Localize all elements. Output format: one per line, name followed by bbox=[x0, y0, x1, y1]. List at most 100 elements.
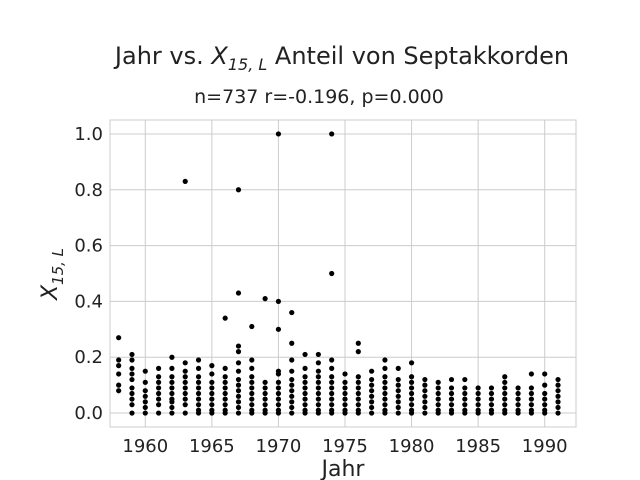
data-point bbox=[195, 365, 202, 371]
data-point bbox=[462, 396, 468, 402]
data-point bbox=[155, 379, 162, 385]
data-point bbox=[129, 351, 135, 358]
data-point bbox=[169, 374, 175, 380]
data-point bbox=[342, 371, 348, 377]
x-tick-label: 1985 bbox=[455, 436, 501, 457]
data-point bbox=[249, 374, 255, 380]
data-point bbox=[435, 410, 441, 416]
data-point bbox=[235, 399, 242, 405]
data-point bbox=[448, 396, 455, 402]
data-point bbox=[289, 382, 295, 388]
data-point bbox=[235, 388, 242, 394]
data-point bbox=[422, 376, 428, 383]
data-point bbox=[195, 390, 202, 397]
data-point bbox=[222, 385, 228, 391]
data-point bbox=[182, 178, 188, 184]
data-point bbox=[342, 379, 348, 385]
data-point bbox=[475, 396, 481, 402]
data-point bbox=[342, 410, 348, 416]
data-point bbox=[502, 402, 508, 408]
data-point bbox=[235, 290, 242, 296]
data-point bbox=[369, 404, 375, 411]
data-point bbox=[182, 402, 188, 408]
data-point bbox=[195, 385, 202, 391]
x-tick-label: 1980 bbox=[389, 436, 435, 457]
y-label-main: X bbox=[38, 284, 63, 301]
data-point bbox=[408, 402, 415, 408]
data-point bbox=[262, 402, 268, 408]
data-point bbox=[382, 402, 388, 408]
data-point bbox=[542, 410, 548, 416]
data-point bbox=[169, 410, 175, 416]
data-point bbox=[129, 376, 135, 383]
plot-background bbox=[110, 120, 576, 427]
data-point bbox=[382, 385, 388, 391]
data-point bbox=[408, 385, 415, 391]
data-point bbox=[209, 390, 215, 397]
data-point bbox=[382, 365, 388, 371]
data-point bbox=[448, 402, 455, 408]
data-point bbox=[395, 388, 401, 394]
data-point bbox=[408, 360, 415, 366]
data-point bbox=[382, 396, 388, 402]
data-point bbox=[235, 368, 242, 374]
plot-area bbox=[109, 119, 577, 428]
data-point bbox=[542, 396, 548, 402]
data-point bbox=[329, 357, 335, 363]
data-point bbox=[315, 385, 321, 391]
data-point bbox=[315, 360, 321, 366]
data-point bbox=[129, 390, 135, 397]
data-point bbox=[395, 393, 401, 399]
data-point bbox=[448, 410, 455, 416]
data-point bbox=[116, 382, 122, 388]
data-point bbox=[155, 402, 162, 408]
x-tick-label: 1970 bbox=[256, 436, 302, 457]
data-point bbox=[555, 399, 561, 405]
x-tick-label: 1960 bbox=[122, 436, 168, 457]
data-point bbox=[249, 379, 255, 385]
data-point bbox=[129, 410, 135, 416]
data-point bbox=[462, 385, 468, 391]
data-point bbox=[342, 402, 348, 408]
y-tick-label: 1.0 bbox=[74, 124, 103, 145]
data-point bbox=[182, 396, 188, 402]
data-point bbox=[542, 382, 548, 388]
data-point bbox=[169, 379, 175, 385]
data-point bbox=[195, 410, 202, 416]
data-point bbox=[502, 390, 508, 397]
data-point bbox=[355, 349, 361, 355]
chart-subtitle: n=737 r=-0.196, p=0.000 bbox=[194, 86, 444, 108]
data-point bbox=[302, 385, 308, 391]
data-point bbox=[182, 368, 188, 374]
data-point bbox=[342, 390, 348, 397]
data-point bbox=[408, 410, 415, 416]
data-point bbox=[315, 402, 321, 408]
data-point bbox=[289, 404, 295, 411]
data-point bbox=[515, 402, 521, 408]
data-point bbox=[542, 371, 548, 377]
data-point bbox=[462, 390, 468, 397]
data-point bbox=[116, 388, 122, 394]
data-point bbox=[235, 187, 242, 193]
data-point bbox=[222, 410, 228, 416]
data-point bbox=[315, 374, 321, 380]
data-point bbox=[209, 379, 215, 385]
data-point bbox=[209, 385, 215, 391]
data-point bbox=[422, 399, 428, 405]
data-point bbox=[142, 379, 148, 385]
data-point bbox=[528, 385, 534, 391]
x-tick-label: 1965 bbox=[189, 436, 235, 457]
data-point bbox=[302, 365, 308, 371]
chart-title: Jahr vs. X15, L Anteil von Septakkorden bbox=[113, 42, 569, 74]
data-point bbox=[408, 379, 415, 385]
data-point bbox=[289, 309, 295, 316]
data-point bbox=[129, 402, 135, 408]
data-point bbox=[475, 385, 481, 391]
data-point bbox=[408, 396, 415, 402]
data-point bbox=[355, 402, 361, 408]
data-point bbox=[142, 393, 148, 399]
data-point bbox=[249, 402, 255, 408]
data-point bbox=[289, 376, 295, 383]
data-point bbox=[155, 365, 162, 371]
